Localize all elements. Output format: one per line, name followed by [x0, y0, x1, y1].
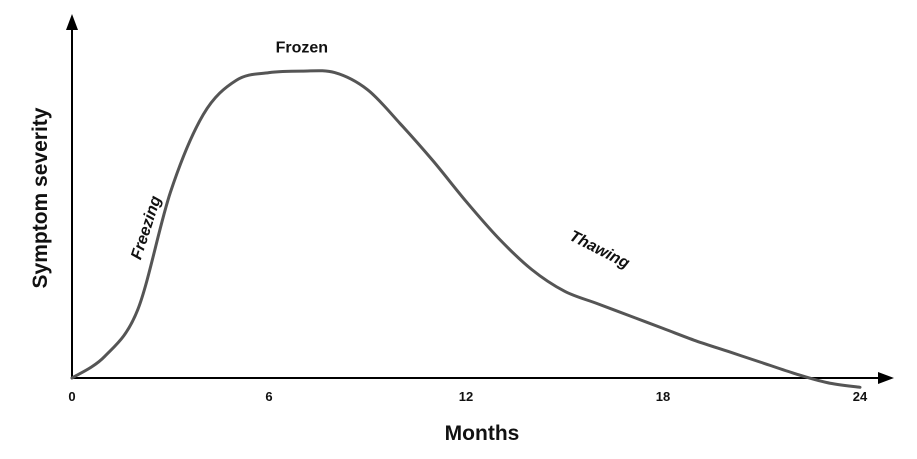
x-tick-label: 24	[853, 389, 868, 404]
annotation-thawing: Thawing	[567, 228, 633, 273]
annotation-frozen: Frozen	[276, 40, 328, 57]
x-tick-label: 0	[68, 389, 75, 404]
series-line-severity	[70, 69, 862, 389]
x-tick-label: 18	[656, 389, 670, 404]
x-axis-arrow-icon	[878, 372, 894, 384]
x-tick-labels: 0 6 12 18 24	[68, 389, 868, 404]
x-axis-title: Months	[445, 422, 520, 445]
x-tick-label: 6	[265, 389, 272, 404]
y-axis-arrow-icon	[66, 14, 78, 30]
x-tick-label: 12	[459, 389, 473, 404]
y-axis-title: Symptom severity	[29, 107, 52, 288]
